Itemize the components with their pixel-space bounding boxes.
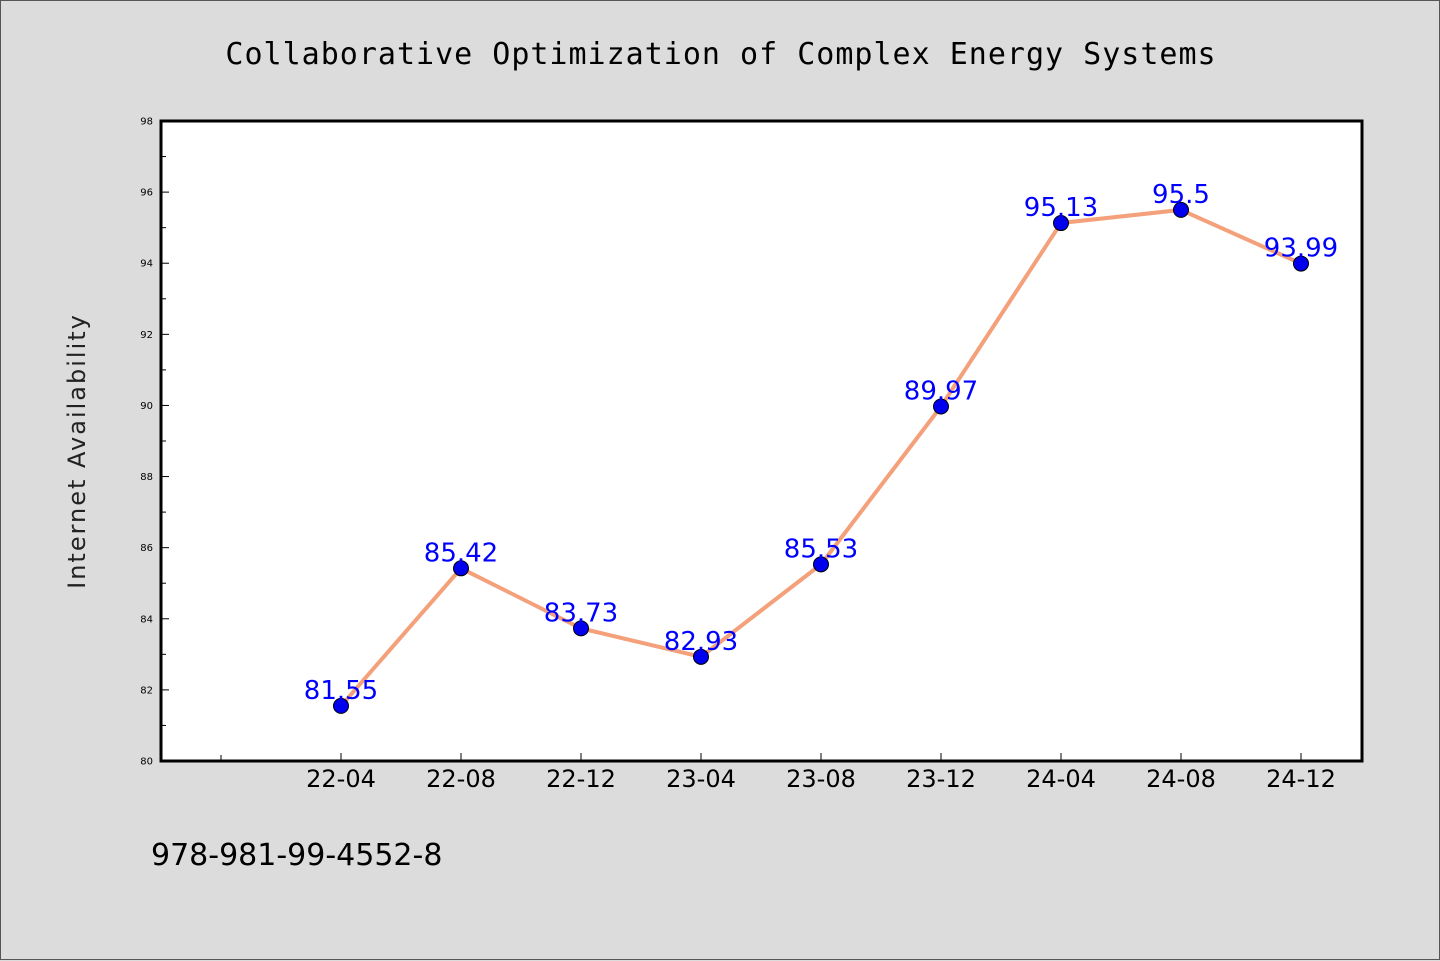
data-label: 83.73 [544,598,618,628]
data-point [453,560,469,577]
y-tick-label: 90 [140,401,153,412]
data-label: 82.93 [664,627,738,657]
y-tick-label: 98 [140,117,153,128]
data-label: 95.13 [1024,193,1098,223]
y-tick-label: 94 [140,259,153,270]
x-tick-label: 24-08 [1146,765,1216,793]
x-tick-label: 24-04 [1026,765,1096,793]
data-point [333,697,349,714]
data-label: 93.99 [1264,234,1338,264]
data-label: 85.42 [424,538,498,568]
x-tick-label: 23-08 [786,765,856,793]
y-axis: 80 82 84 86 88 90 92 94 96 98 [140,117,169,768]
data-point [933,398,949,415]
y-tick-label: 82 [140,685,153,696]
data-label: 85.53 [784,534,858,564]
data-point [693,648,709,665]
x-tick-label: 22-04 [306,765,376,793]
x-tick-label: 22-12 [546,765,616,793]
data-label: 81.55 [304,676,378,706]
y-axis-label: Internet Availability [63,313,91,589]
x-tick-label: 22-08 [426,765,496,793]
plot-area [159,119,1364,763]
data-point [1173,201,1189,218]
y-tick-label: 80 [140,757,153,768]
y-tick-label: 92 [140,330,153,341]
data-point [573,620,589,637]
chart-title: Collaborative Optimization of Complex En… [225,37,1216,72]
data-label: 89.97 [904,377,978,407]
data-point [813,556,829,573]
y-tick-label: 96 [140,188,153,199]
x-tick-label: 24-12 [1266,765,1336,793]
isbn-note: 978-981-99-4552-8 [151,838,442,873]
x-tick-label: 23-04 [666,765,736,793]
x-tick-label: 23-12 [906,765,976,793]
data-point [1293,255,1309,272]
y-tick-label: 86 [140,543,153,554]
data-point [1053,215,1069,232]
y-tick-label: 88 [140,472,153,483]
data-label: 95.5 [1152,180,1210,210]
series-group: 81.55 85.42 83.73 82.93 85.53 89.97 95.13 95.5 9… [304,180,1338,714]
x-axis: 22-04 22-08 22-12 23-04 23-08 23-12 24-04 24-08… [220,753,1336,793]
y-tick-label: 84 [140,614,153,625]
